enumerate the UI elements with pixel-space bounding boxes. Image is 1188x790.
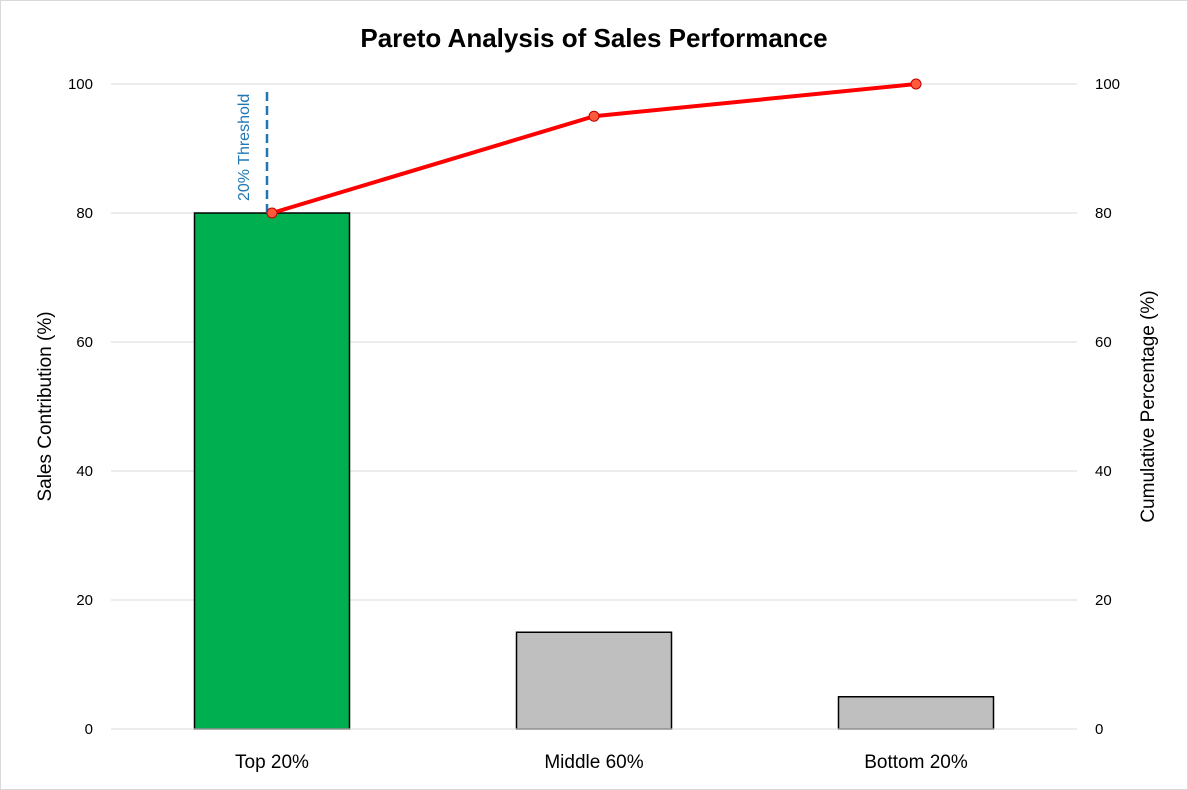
y-tick-label: 0 xyxy=(85,721,93,738)
y2-tick-label: 40 xyxy=(1095,463,1112,480)
y2-axis-title: Cumulative Percentage (%) xyxy=(1138,290,1159,522)
cumulative-line xyxy=(270,82,918,215)
cumulative-marker xyxy=(266,207,278,219)
chart-title: Pareto Analysis of Sales Performance xyxy=(360,23,827,53)
y-tick-label: 60 xyxy=(76,334,93,351)
threshold-label: 20% Threshold xyxy=(236,94,253,201)
y2-tick-label: 60 xyxy=(1095,334,1112,351)
x-tick-label: Bottom 20% xyxy=(864,752,968,773)
y2-tick-label: 0 xyxy=(1095,721,1103,738)
cumulative-marker xyxy=(910,78,922,90)
y2-tick-label: 20 xyxy=(1095,592,1112,609)
x-tick-label: Top 20% xyxy=(235,752,309,773)
y-axis-title: Sales Contribution (%) xyxy=(35,311,56,501)
x-tick-label: Middle 60% xyxy=(544,752,643,773)
line-series xyxy=(266,78,922,219)
annotation-layer: 20% Threshold xyxy=(236,90,269,213)
bar xyxy=(515,631,673,730)
cumulative-marker xyxy=(588,110,600,122)
y2-tick-label: 80 xyxy=(1095,205,1112,222)
y2-tick-label: 100 xyxy=(1095,76,1120,93)
bar-series xyxy=(193,212,995,730)
y-tick-label: 20 xyxy=(76,592,93,609)
y-tick-label: 100 xyxy=(68,76,93,93)
bar xyxy=(193,212,351,730)
y-tick-label: 80 xyxy=(76,205,93,222)
y-tick-label: 40 xyxy=(76,463,93,480)
bar xyxy=(837,696,995,730)
axis-layer: 0 20 40 60 80 100 0 20 40 60 80 100 Top 20% Middle 60… xyxy=(68,76,1120,773)
